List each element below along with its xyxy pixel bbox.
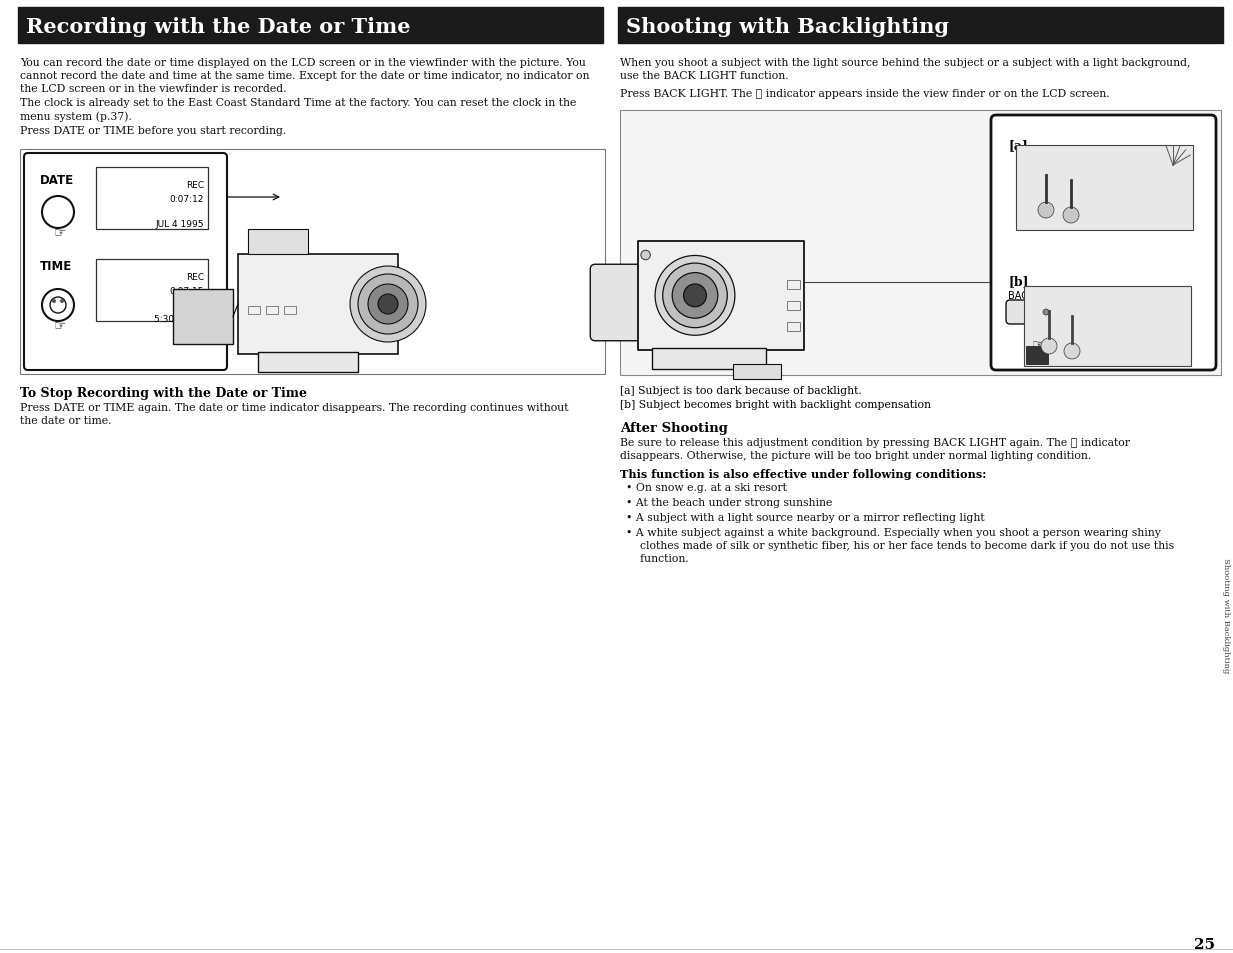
Text: Press DATE or TIME again. The date or time indicator disappears. The recording c: Press DATE or TIME again. The date or ti… [20, 402, 568, 426]
FancyBboxPatch shape [23, 153, 227, 371]
Circle shape [662, 264, 727, 329]
Text: REC: REC [186, 273, 203, 282]
Circle shape [1063, 208, 1079, 224]
Text: [a]: [a] [1009, 139, 1028, 152]
Bar [248, 307, 260, 314]
Bar [173, 290, 233, 345]
Circle shape [60, 299, 64, 304]
Text: JUL 4 1995: JUL 4 1995 [155, 220, 203, 229]
Bar [637, 241, 804, 351]
Text: ☞: ☞ [1032, 336, 1044, 351]
Text: The clock is already set to the East Coast Standard Time at the factory. You can: The clock is already set to the East Coa… [20, 98, 576, 122]
Circle shape [42, 196, 74, 229]
Bar [787, 322, 800, 332]
FancyBboxPatch shape [991, 116, 1216, 371]
Text: Recording with the Date or Time: Recording with the Date or Time [26, 17, 411, 37]
FancyBboxPatch shape [591, 265, 647, 341]
Bar [732, 365, 780, 379]
Circle shape [51, 297, 67, 314]
Bar [787, 280, 800, 290]
Circle shape [42, 290, 74, 322]
Text: • A white subject against a white background. Especially when you shoot a person: • A white subject against a white backgr… [626, 527, 1174, 563]
Bar [96, 260, 208, 322]
Text: [b]: [b] [1009, 274, 1028, 288]
Text: TIME: TIME [39, 260, 73, 273]
Bar [20, 150, 605, 375]
Text: • At the beach under strong sunshine: • At the beach under strong sunshine [626, 497, 832, 507]
Bar [266, 307, 277, 314]
Circle shape [655, 256, 735, 335]
Bar [787, 301, 800, 311]
Text: Shooting with Backlighting: Shooting with Backlighting [626, 17, 949, 37]
Text: [b] Subject becomes bright with backlight compensation: [b] Subject becomes bright with backligh… [620, 399, 931, 410]
Text: 0:07:12: 0:07:12 [170, 194, 203, 204]
Bar [248, 230, 308, 254]
Text: 5:30:00 PM: 5:30:00 PM [153, 314, 203, 324]
Text: This function is also effective under following conditions:: This function is also effective under fo… [620, 469, 986, 479]
Text: REC: REC [186, 181, 203, 190]
Text: BACK LIGHT: BACK LIGHT [1009, 291, 1067, 301]
Bar [284, 307, 296, 314]
Text: [a] Subject is too dark because of backlight.: [a] Subject is too dark because of backl… [620, 386, 862, 395]
Circle shape [52, 299, 55, 304]
Circle shape [683, 285, 707, 308]
Text: Be sure to release this adjustment condition by pressing BACK LIGHT again. The ☑: Be sure to release this adjustment condi… [620, 437, 1129, 460]
Bar [620, 111, 1221, 375]
Circle shape [672, 274, 718, 319]
Text: 25: 25 [1194, 937, 1215, 951]
Text: To Stop Recording with the Date or Time: To Stop Recording with the Date or Time [20, 387, 307, 399]
Bar [18, 8, 603, 44]
Circle shape [350, 267, 425, 343]
Text: Press BACK LIGHT. The ☑ indicator appears inside the view finder or on the LCD s: Press BACK LIGHT. The ☑ indicator appear… [620, 89, 1110, 99]
Bar [238, 254, 398, 355]
Bar [618, 8, 1223, 44]
Text: Press DATE or TIME before you start recording.: Press DATE or TIME before you start reco… [20, 127, 286, 136]
Bar [652, 349, 766, 370]
Text: After Shooting: After Shooting [620, 421, 727, 435]
Bar [1023, 287, 1191, 367]
Circle shape [1043, 310, 1049, 315]
Circle shape [379, 294, 398, 314]
Text: • A subject with a light source nearby or a mirror reflecting light: • A subject with a light source nearby o… [626, 513, 985, 522]
Circle shape [1041, 338, 1057, 355]
Bar [1026, 347, 1048, 365]
Circle shape [641, 251, 650, 260]
FancyBboxPatch shape [1006, 301, 1086, 325]
Circle shape [358, 274, 418, 335]
Circle shape [1038, 203, 1054, 219]
Text: 0:07:15: 0:07:15 [169, 287, 203, 295]
Circle shape [367, 285, 408, 325]
Text: ☞: ☞ [54, 317, 67, 332]
Bar [1016, 146, 1194, 231]
Circle shape [1064, 344, 1080, 359]
Text: When you shoot a subject with the light source behind the subject or a subject w: When you shoot a subject with the light … [620, 58, 1191, 81]
Text: • On snow e.g. at a ski resort: • On snow e.g. at a ski resort [626, 482, 787, 493]
Bar [258, 353, 358, 373]
Text: You can record the date or time displayed on the LCD screen or in the viewfinder: You can record the date or time displaye… [20, 58, 589, 94]
Text: DATE: DATE [39, 173, 74, 187]
Text: Shooting with Backlighting: Shooting with Backlighting [1222, 558, 1229, 672]
Text: ☞: ☞ [54, 225, 67, 239]
Bar [96, 168, 208, 230]
